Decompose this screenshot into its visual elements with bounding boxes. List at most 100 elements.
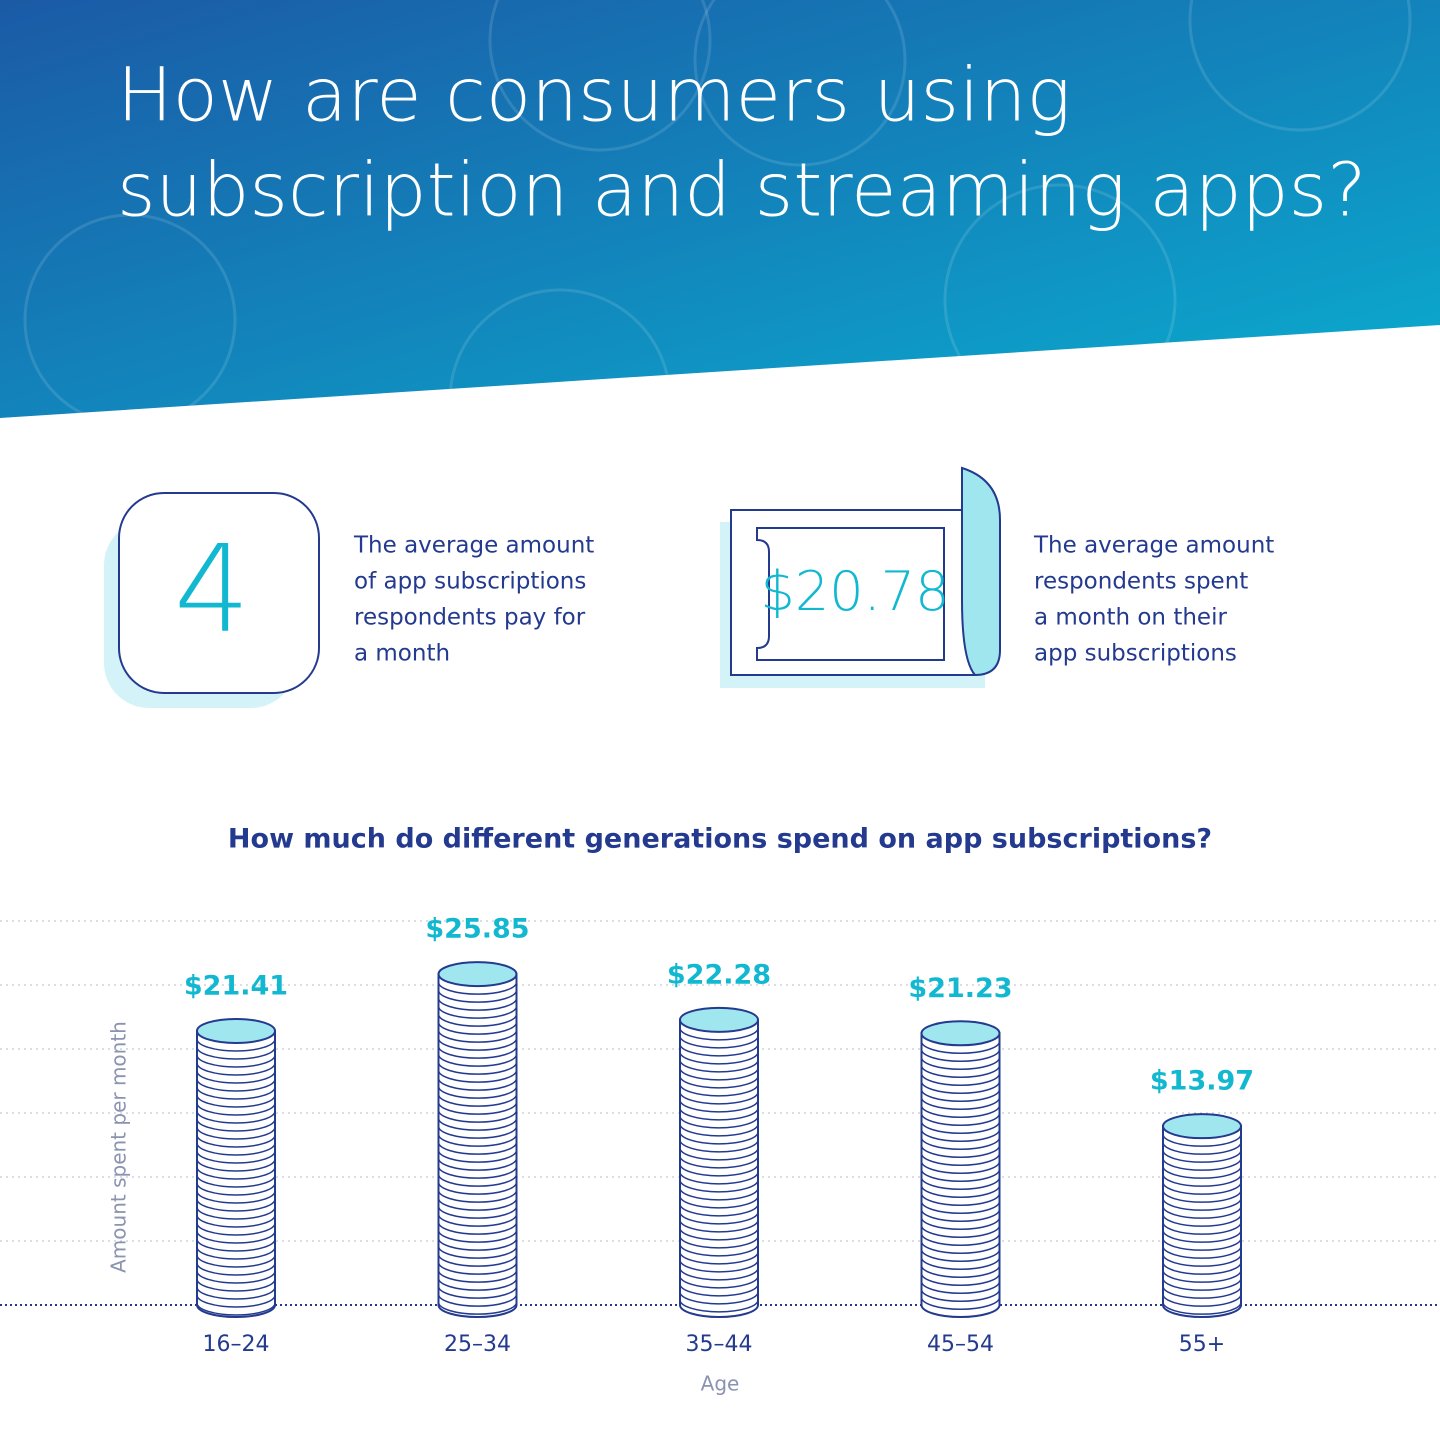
coin-edge	[437, 1061, 518, 1075]
coin-edge	[1162, 1182, 1242, 1195]
coin-edge	[920, 1177, 1001, 1191]
coin-edge	[437, 1269, 518, 1283]
coin-edge	[196, 1134, 276, 1148]
coin-edge	[196, 1038, 276, 1052]
x-tick-label: 45–54	[927, 1332, 994, 1357]
stat-line: a month on their	[1034, 605, 1227, 631]
coin-edge	[437, 1093, 518, 1107]
chart-title: How much do different generations spend …	[228, 824, 1212, 855]
coin-edge	[679, 1083, 759, 1097]
coin-edge	[196, 1230, 276, 1244]
coin-edge	[920, 1225, 1001, 1239]
stat-line: respondents spent	[1034, 569, 1248, 595]
coin-edge	[679, 1163, 759, 1177]
coin-top	[679, 1006, 759, 1033]
coin-edge	[679, 1155, 759, 1169]
coin-edge	[437, 1077, 518, 1091]
coin-edge	[437, 1245, 518, 1259]
coin-edge	[1162, 1302, 1242, 1315]
coin-edge	[679, 1259, 759, 1273]
coin-edge	[679, 1139, 759, 1153]
coin-edge	[679, 1243, 759, 1257]
coin-edge	[1162, 1278, 1242, 1291]
coin-edge	[1162, 1286, 1242, 1299]
coin-edge	[679, 1059, 759, 1073]
coin-edge	[920, 1129, 1001, 1143]
coin-edge	[437, 1013, 518, 1027]
stat-line: The average amount	[353, 533, 594, 559]
coin-edge	[196, 1166, 276, 1180]
coin-edge	[196, 1070, 276, 1084]
coin-edge	[679, 1107, 759, 1121]
coin-edge	[679, 1171, 759, 1185]
stat-line: app subscriptions	[1034, 641, 1237, 667]
coin-edge	[920, 1281, 1001, 1295]
coin-edge	[920, 1153, 1001, 1167]
coin-edge	[679, 1275, 759, 1289]
coin-edge	[437, 1301, 518, 1315]
coin-edge	[196, 1086, 276, 1100]
coin-edge	[920, 1169, 1001, 1183]
coin-edge	[920, 1209, 1001, 1223]
coin-edge	[920, 1145, 1001, 1159]
coin-edge	[679, 1075, 759, 1089]
coin-edge	[437, 1117, 518, 1131]
coin-edge	[1162, 1150, 1242, 1163]
coin-edge	[437, 1133, 518, 1147]
stat-line: a month	[354, 641, 450, 667]
coin-edge	[679, 1291, 759, 1305]
coin-edge	[196, 1190, 276, 1204]
title-line: How are consumers using	[117, 53, 1071, 139]
coin-edge	[437, 997, 518, 1011]
coin-edge	[196, 1206, 276, 1220]
ticket-border	[756, 527, 945, 661]
coin-edge	[920, 1161, 1001, 1175]
coin-edge	[196, 1222, 276, 1236]
coin-top	[196, 1017, 276, 1044]
bar	[1162, 1125, 1242, 1318]
coin-edge	[920, 1265, 1001, 1279]
coin-edge	[196, 1174, 276, 1188]
coin-edge	[437, 1237, 518, 1251]
coin-edge	[196, 1262, 276, 1276]
coin-edge	[437, 1021, 518, 1035]
coin-edge	[437, 1173, 518, 1187]
coin-edge	[920, 1121, 1001, 1135]
coin-edge	[679, 1203, 759, 1217]
coin-edge	[437, 1037, 518, 1051]
coin-edge	[920, 1105, 1001, 1119]
coin-edge	[437, 1197, 518, 1211]
header-background	[0, 0, 1440, 418]
coin-edge	[920, 1289, 1001, 1303]
coin-edge	[679, 1131, 759, 1145]
bar	[920, 1032, 1001, 1318]
coin-edge	[1162, 1142, 1242, 1155]
coin-edge	[679, 1267, 759, 1281]
coin-edge	[196, 1054, 276, 1068]
coin-edge	[1162, 1214, 1242, 1227]
coin-edge	[196, 1062, 276, 1076]
coin-edge	[1162, 1246, 1242, 1259]
coin-edge	[920, 1249, 1001, 1263]
value-label: $13.97	[1150, 1066, 1254, 1097]
header-decoration	[23, 0, 1412, 512]
coin-edge	[920, 1217, 1001, 1231]
coin-edge	[196, 1214, 276, 1228]
coin-edge	[437, 1285, 518, 1299]
coin-edge	[920, 1065, 1001, 1079]
coin-edge	[679, 1235, 759, 1249]
coin-edge	[920, 1097, 1001, 1111]
x-tick-label: 25–34	[444, 1332, 511, 1357]
coin-top	[920, 1020, 1001, 1047]
coin-edge	[679, 1043, 759, 1057]
coin-edge	[437, 1205, 518, 1219]
y-axis-label: Amount spent per month	[107, 1021, 131, 1273]
coin-edge	[196, 1102, 276, 1116]
title-line: subscription and streaming apps?	[117, 148, 1366, 234]
coin-edge	[679, 1099, 759, 1113]
coin-edge	[437, 1293, 518, 1307]
coin-edge	[920, 1041, 1001, 1055]
coin-edge	[1162, 1238, 1242, 1251]
coin-edge	[920, 1081, 1001, 1095]
